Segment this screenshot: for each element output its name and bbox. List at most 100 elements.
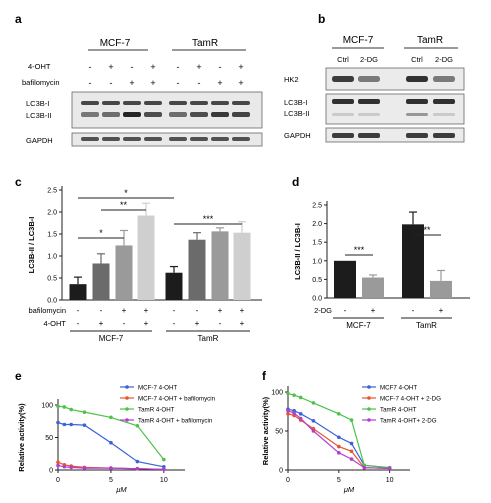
panel-b-band-lc3b-ii-mark: [433, 113, 455, 116]
bar: [233, 232, 251, 300]
bar: [402, 224, 424, 298]
x-tick-label: 0: [286, 477, 290, 484]
y-tick-label: 100: [271, 390, 283, 397]
panel-b-band-hk2-mark: [406, 76, 428, 82]
series-line: [287, 393, 390, 469]
bar: [115, 245, 133, 300]
series-point: [82, 423, 87, 427]
series-point: [337, 435, 341, 440]
series-point: [286, 408, 290, 413]
row1-sign: +: [218, 306, 223, 315]
significance-label: **: [423, 225, 431, 235]
y-tick-label: 50: [45, 435, 53, 442]
panel-a-oht-sign: +: [196, 62, 201, 72]
y-tick-label: 50: [275, 429, 283, 436]
row1-label: bafilomycin: [28, 306, 66, 315]
panel-a-band-lc3b-ii-mark: [190, 112, 208, 117]
panel-a-band-gapdh-mark: [144, 137, 162, 141]
panel-b-band-gapdh-mark: [332, 133, 354, 138]
panel-b-lane-label: Ctrl: [411, 55, 423, 64]
panel-b-band-hk2-mark: [358, 76, 380, 82]
panel-a-oht-sign: -: [177, 62, 180, 72]
panel-a-band-lc3b-ii: LC3B-II: [26, 111, 51, 120]
panel-a-group-tamr: TamR: [192, 38, 218, 49]
legend-entry: TamR 4-OHT: [138, 407, 175, 414]
series-point: [135, 424, 140, 428]
panel-a-band-lc3b-i-mark: [211, 101, 229, 105]
panel-a-band-lc3b-i-mark: [81, 101, 99, 105]
series-point: [162, 464, 166, 469]
bar: [92, 263, 110, 300]
panel-a-band-gapdh-mark: [211, 137, 229, 141]
panel-b-band-gapdh-mark: [358, 133, 380, 138]
legend-swatch-marker: [367, 396, 371, 400]
series-point: [311, 419, 316, 423]
panel-a-band-lc3b-ii-mark: [211, 112, 229, 117]
panel-a-baf-sign: -: [110, 78, 113, 88]
series-point: [292, 393, 296, 397]
y-tick-label: 0: [49, 468, 53, 475]
row1-sign: -: [173, 306, 176, 315]
row2-sign: -: [173, 319, 176, 328]
panel-a-band-lc3b-i: LC3B-I: [26, 99, 49, 108]
panel-a-baf-sign: -: [177, 78, 180, 88]
panel-a: a MCF-7 TamR 4-OHT bafilomycin - + - + - + - +-…: [15, 12, 263, 147]
row1-sign: -: [412, 306, 415, 315]
bar: [211, 231, 229, 300]
panel-a-oht-sign: -: [219, 62, 222, 72]
panel-b-band-lc3b-ii-mark: [332, 113, 354, 116]
x-tick-label: 5: [109, 477, 113, 484]
legend-entry: TamR 4-OHT+ 2-DG: [380, 418, 437, 425]
y-tick-label: 2.5: [312, 203, 322, 210]
y-axis-label: Relative activity(%): [17, 403, 26, 472]
panel-b-band-lc3b-i-mark: [433, 99, 455, 104]
series-point: [56, 420, 60, 425]
bar: [188, 239, 206, 300]
bar: [362, 277, 384, 298]
series-point: [349, 457, 354, 461]
panel-b-bands: [332, 76, 455, 138]
panel-a-oht-sign: +: [150, 62, 155, 72]
series-point: [311, 429, 316, 433]
y-tick-label: 1.5: [47, 232, 57, 239]
legend-swatch-marker: [367, 385, 371, 389]
panel-a-baf-sign: -: [89, 78, 92, 88]
legend-swatch-marker: [125, 385, 129, 389]
series-point: [62, 422, 67, 427]
panel-b-lane-label: Ctrl: [337, 55, 349, 64]
chart-f: 0 50 100 0 5 10 μM Relative activity(%) MCF7 4-O…: [261, 385, 441, 495]
panel-b-band-gapdh: GAPDH: [284, 131, 311, 140]
panel-b-group-tamr: TamR: [417, 35, 443, 46]
y-tick-label: 100: [41, 403, 53, 410]
y-axis-label: Relative activity(%): [261, 396, 270, 465]
series-point: [286, 391, 290, 396]
series-line: [57, 405, 165, 460]
legend-entry: MCF7 4-OHT: [380, 385, 417, 392]
series-point: [135, 459, 140, 464]
row2-label: 4-OHT: [44, 319, 67, 328]
x-tick-label: 0: [56, 477, 60, 484]
series-point: [387, 466, 392, 471]
panel-a-band-gapdh-mark: [123, 137, 141, 141]
panel-b-hk2-membrane: [325, 67, 465, 91]
legend-entry: TamR 4-OHT + bafilomycin: [138, 418, 213, 425]
panel-a-lc3b-bands: [81, 101, 250, 117]
series-point: [69, 465, 74, 470]
row2-sign: +: [99, 319, 104, 328]
series-line: [287, 413, 390, 469]
panel-b-band-lc3b-ii-mark: [358, 113, 380, 116]
y-tick-label: 1.5: [312, 240, 322, 247]
panel-b-gapdh-membrane: [325, 127, 465, 143]
series-point: [349, 441, 354, 446]
row2-sign: +: [240, 319, 245, 328]
panel-b-band-hk2-mark: [433, 76, 455, 82]
legend-swatch-marker: [367, 407, 371, 411]
panel-b-band-lc3b-ii-mark: [406, 113, 428, 116]
group-label: MCF-7: [346, 321, 371, 330]
panel-a-lc3b-membrane: [71, 91, 263, 129]
series-point: [349, 449, 354, 454]
panel-b-lane-label: 2-DG: [360, 55, 378, 64]
